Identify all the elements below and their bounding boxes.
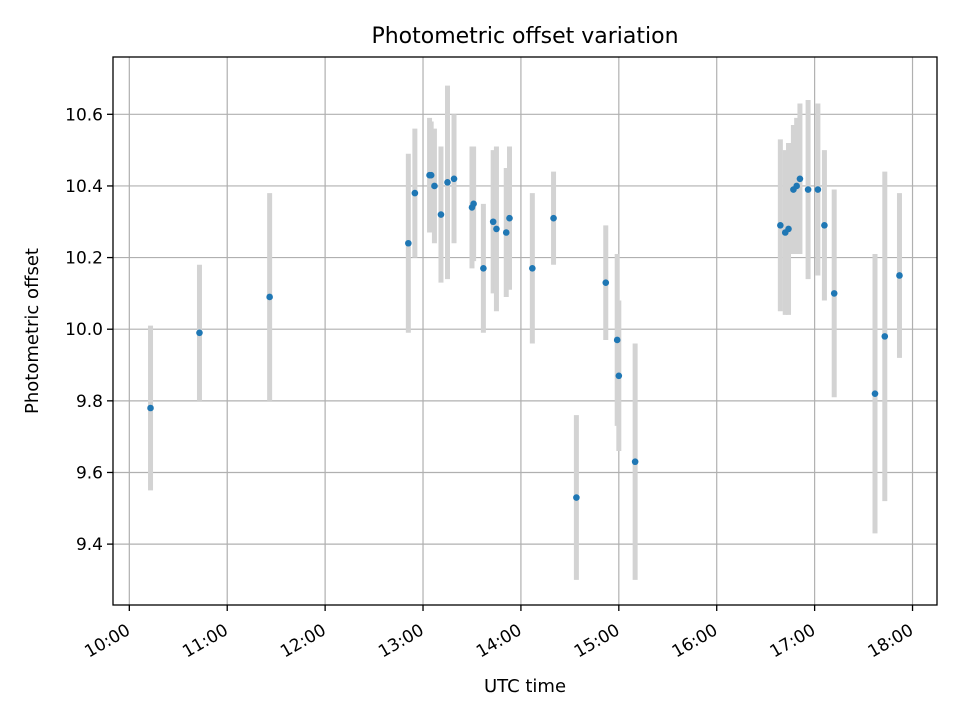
y-tick-label: 10.4 [65, 177, 103, 197]
y-axis-label: Photometric offset [22, 248, 43, 414]
data-point-22 [613, 336, 621, 344]
chart-title: Photometric offset variation [371, 24, 678, 49]
data-point-3 [405, 239, 412, 247]
data-point-4 [411, 189, 419, 197]
data-point-23 [615, 372, 623, 380]
x-tick-label: 11:00 [179, 620, 231, 662]
data-point-13 [480, 265, 487, 272]
data-point-29 [793, 182, 800, 190]
data-point-2 [266, 293, 273, 301]
data-point-19 [550, 214, 557, 222]
data-point-0 [147, 404, 154, 412]
data-point-9 [444, 179, 451, 186]
data-point-10 [450, 175, 458, 183]
data-point-8 [437, 211, 445, 218]
data-point-18 [529, 265, 536, 272]
y-tick-label: 9.6 [76, 463, 103, 483]
error-bars [148, 85, 902, 580]
x-tick-label: 16:00 [669, 620, 721, 662]
data-point-16 [502, 229, 510, 236]
data-point-7 [431, 182, 438, 190]
x-tick-label: 18:00 [865, 620, 917, 662]
data-point-1 [196, 329, 203, 337]
data-point-17 [506, 214, 513, 222]
data-point-20 [573, 494, 580, 501]
x-tick-label: 17:00 [767, 620, 819, 662]
grid-lines [113, 57, 937, 605]
data-point-25 [777, 222, 784, 229]
data-point-21 [602, 279, 610, 286]
data-point-12 [470, 200, 477, 208]
y-tick-label: 10.0 [65, 320, 103, 340]
y-tick-label: 9.8 [76, 392, 103, 412]
x-tick-label: 15:00 [571, 620, 623, 662]
data-point-32 [814, 186, 822, 193]
plot-frame [112, 56, 938, 606]
data-point-14 [489, 218, 497, 226]
x-tick-label: 13:00 [375, 620, 427, 662]
data-point-35 [871, 390, 879, 397]
data-point-33 [821, 222, 828, 229]
data-point-27 [785, 225, 792, 233]
x-tick-label: 10:00 [81, 620, 133, 662]
data-point-31 [804, 186, 812, 193]
x-tick-label: 14:00 [473, 620, 525, 662]
data-point-37 [896, 272, 903, 279]
x-axis-label: UTC time [484, 676, 566, 697]
x-tick-label: 12:00 [277, 620, 329, 662]
data-point-34 [830, 290, 838, 297]
data-points [147, 171, 903, 501]
y-tick-label: 10.6 [65, 105, 103, 125]
data-point-36 [881, 333, 889, 340]
data-point-15 [493, 225, 500, 233]
y-tick-label: 10.2 [65, 249, 103, 269]
data-point-30 [796, 175, 804, 183]
data-point-24 [631, 458, 639, 466]
y-tick-label: 9.4 [76, 535, 103, 555]
data-point-6 [427, 171, 435, 179]
